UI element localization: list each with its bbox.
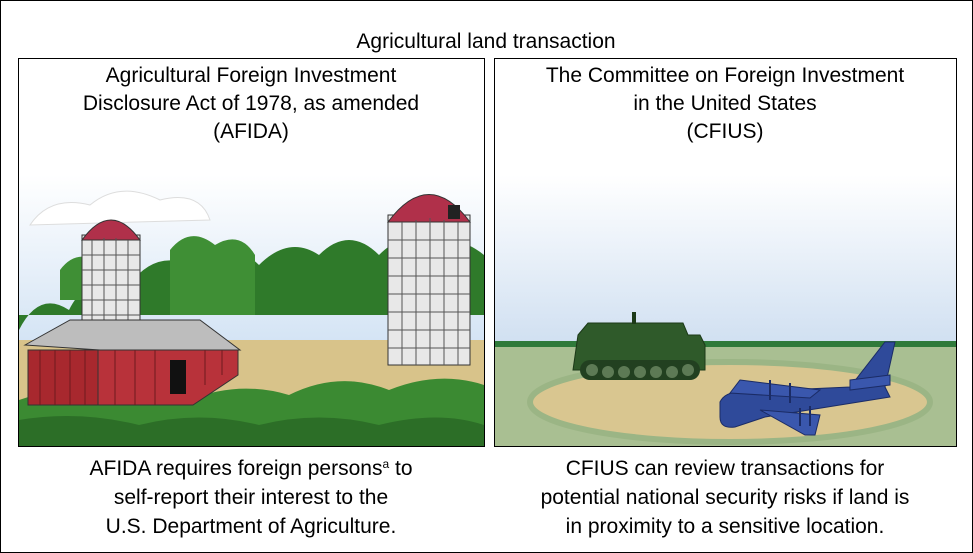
figure-title: Agricultural land transaction bbox=[356, 30, 615, 53]
page: {"title": "Agricultural land transaction… bbox=[0, 0, 973, 553]
figure: Agricultural land transaction bbox=[0, 0, 973, 553]
caption-line: U.S. Department of Agriculture. bbox=[106, 515, 397, 538]
caption-line: potential national security risks if lan… bbox=[541, 486, 910, 509]
panel-title-line: (CFIUS) bbox=[687, 120, 764, 143]
caption-line: CFIUS can review transactions for bbox=[566, 457, 885, 480]
caption-line: in proximity to a sensitive location. bbox=[566, 515, 885, 538]
caption-line: AFIDA requires foreign personsa to bbox=[89, 457, 412, 480]
panel-title-line: The Committee on Foreign Investment bbox=[546, 64, 904, 87]
panel-title-line: in the United States bbox=[633, 92, 816, 115]
panel-title-line: Agricultural Foreign Investment bbox=[106, 64, 397, 87]
body: Agricultural land transaction bbox=[0, 0, 973, 553]
caption-text: AFIDA requires foreign persons bbox=[89, 457, 382, 480]
panel-title-line: Disclosure Act of 1978, as amended bbox=[83, 92, 419, 115]
caption-line: self-report their interest to the bbox=[114, 486, 388, 509]
panel-title-line: (AFIDA) bbox=[213, 120, 289, 143]
caption-text: to bbox=[389, 457, 412, 480]
